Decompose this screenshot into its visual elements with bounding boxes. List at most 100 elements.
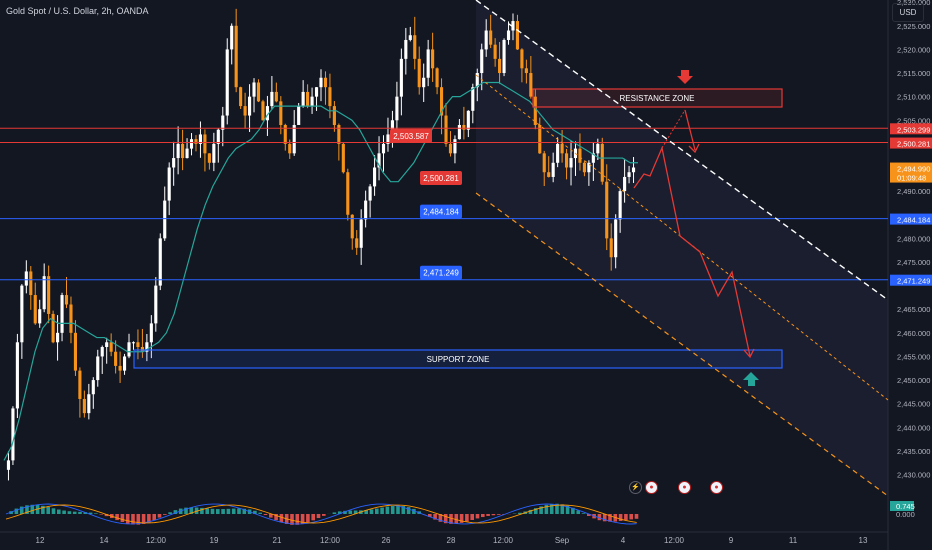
candle [614, 214, 618, 269]
candle [542, 150, 546, 186]
candle [547, 156, 551, 178]
time-tick-label: Sep [555, 536, 570, 545]
bolt-icon[interactable]: ⚡ [629, 481, 642, 494]
candle-body [377, 153, 381, 168]
candle-body [118, 365, 122, 371]
candle [484, 19, 488, 57]
time-tick-label: 14 [100, 536, 109, 545]
macd-histogram-bar [41, 505, 45, 514]
candle-body [618, 191, 622, 220]
resistance-zone: RESISTANCE ZONE [532, 88, 783, 108]
macd-histogram-bar [369, 509, 374, 514]
macd-histogram-bar [528, 509, 533, 514]
candle-body [368, 186, 372, 201]
candle [87, 383, 91, 420]
candle-body [462, 124, 466, 130]
candle-body [560, 143, 564, 154]
candle-body [51, 313, 55, 343]
candle-body [457, 124, 461, 140]
candle [627, 165, 631, 184]
candle [600, 137, 604, 185]
candle-body [149, 323, 153, 343]
candle [489, 14, 493, 49]
candle-body [565, 153, 569, 168]
candle [82, 390, 86, 418]
time-tick-label: 12 [36, 536, 45, 545]
up-arrow-icon [743, 372, 759, 386]
candle-body [248, 96, 252, 116]
candle [136, 329, 140, 360]
candle-body [91, 380, 95, 395]
candle [346, 168, 350, 221]
price-tick-label: 2,440.000 [897, 423, 930, 432]
candle-body [140, 347, 144, 352]
candle-body [194, 139, 198, 144]
candle-body [569, 158, 573, 168]
candle [234, 8, 238, 93]
macd-histogram-bar [152, 514, 156, 521]
macd-histogram-bar [221, 509, 225, 514]
us-flag-icon[interactable]: ● [710, 481, 723, 494]
candle-body [538, 124, 542, 154]
candle-body [395, 96, 399, 121]
candle [69, 296, 73, 344]
candle [417, 46, 421, 95]
macd-histogram-bar [269, 514, 273, 518]
macd-histogram-bar [385, 506, 390, 514]
level-label: 2,484.184 [420, 204, 462, 219]
price-tick-label: 2,450.000 [897, 376, 930, 385]
candle-body [158, 238, 162, 286]
candle [538, 117, 542, 154]
candle-body [399, 58, 403, 97]
candle [435, 67, 439, 95]
candle-body [591, 153, 595, 163]
resistance-zone-label: RESISTANCE ZONE [620, 94, 695, 103]
candle-body [623, 176, 627, 192]
macd-histogram-bar [300, 514, 305, 524]
macd-histogram-bar [157, 514, 162, 518]
macd-histogram-bar [443, 514, 448, 524]
candle-body [502, 39, 506, 74]
us-flag-icon[interactable]: ● [678, 481, 691, 494]
candle [24, 260, 28, 294]
macd-histogram-bar [539, 506, 543, 514]
macd-histogram-bar [210, 508, 215, 514]
candle-body [627, 172, 631, 177]
macd-histogram-bar [125, 514, 130, 524]
candle [265, 95, 269, 136]
candle-body [341, 143, 345, 173]
macd-histogram-bar [380, 507, 384, 514]
candle-body [38, 309, 42, 324]
candle-body [239, 87, 243, 107]
candle [33, 282, 37, 325]
candle-body [181, 143, 185, 159]
candle [47, 265, 51, 324]
candle [20, 284, 24, 359]
currency-button[interactable]: USD [892, 3, 924, 22]
candle [167, 162, 171, 216]
candle-body [373, 167, 377, 187]
us-flag-icon[interactable]: ● [645, 481, 658, 494]
candle [221, 106, 225, 147]
candle-body [323, 77, 328, 88]
candle-body [122, 356, 127, 371]
price-axis-tag: 2,484.184 [890, 213, 932, 225]
candle-body [221, 115, 225, 130]
candle-body [109, 342, 113, 352]
candle-body [136, 342, 140, 348]
macd-histogram-bar [141, 514, 146, 524]
price-axis-tag-bg [890, 137, 932, 149]
macd-histogram-bar [226, 508, 231, 514]
macd-histogram-bar [401, 506, 406, 514]
level-label: 2,503.587 [390, 129, 432, 143]
macd-histogram-bar [608, 514, 612, 522]
indicator-tag-text: 0.745 [896, 502, 915, 511]
candle [140, 328, 144, 358]
candle-body [444, 115, 448, 144]
macd-histogram-bar [576, 510, 580, 514]
price-axis-tag-bg [890, 162, 932, 183]
macd-histogram-bar [30, 504, 35, 514]
candle-body [212, 143, 216, 163]
